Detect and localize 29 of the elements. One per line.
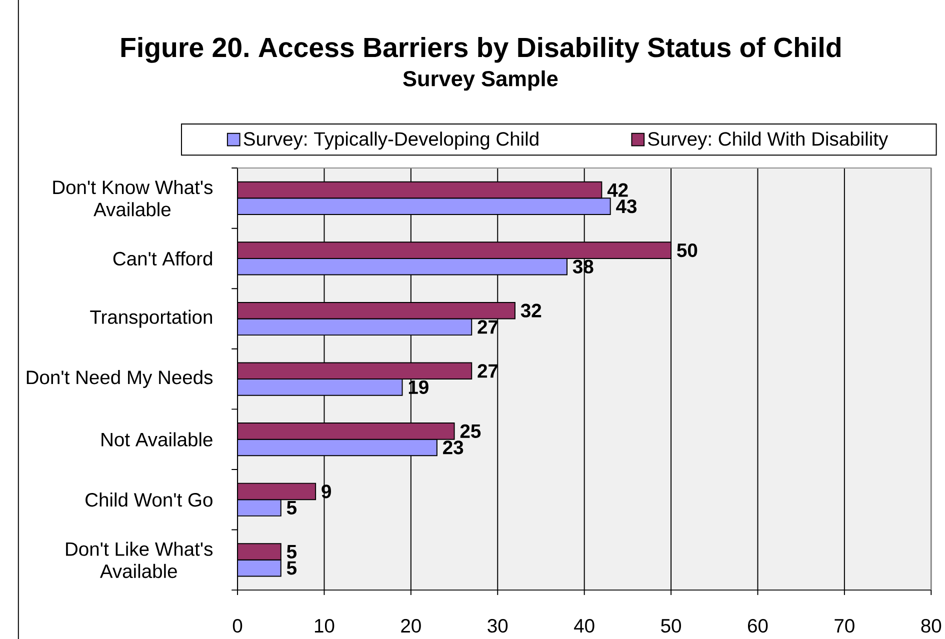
x-tick-label: 30 xyxy=(488,618,508,632)
data-label: 42 xyxy=(607,183,628,197)
data-label: 5 xyxy=(286,544,296,558)
y-tick-label: Don't Like What's Available xyxy=(66,542,213,578)
y-tick-label: Don't Need My Needs xyxy=(26,370,213,388)
data-label: 43 xyxy=(616,199,637,213)
x-tick-label: 60 xyxy=(748,618,768,632)
y-tick-label: Transportation xyxy=(90,310,212,328)
x-tick-label: 80 xyxy=(921,618,942,632)
data-label: 50 xyxy=(677,243,698,257)
data-label: 25 xyxy=(460,424,481,438)
x-tick-label: 50 xyxy=(661,618,681,632)
x-tick-label: 10 xyxy=(314,618,334,632)
chart-title: Figure 20. Access Barriers by Disability Status of Child xyxy=(121,36,841,63)
chart-subtitle: Survey Sample xyxy=(403,70,558,90)
x-tick-label: 0 xyxy=(232,618,242,632)
x-tick-label: 70 xyxy=(834,618,854,632)
x-tick-label: 40 xyxy=(574,618,594,632)
data-label: 23 xyxy=(443,440,464,454)
legend-label: Survey: Typically-Developing Child xyxy=(244,131,538,150)
y-tick-label: Can't Afford xyxy=(113,251,212,266)
data-label: 5 xyxy=(286,561,296,575)
x-tick-label: 20 xyxy=(401,618,421,632)
y-tick-label: Not Available xyxy=(102,432,212,446)
data-label: 32 xyxy=(520,304,542,318)
legend-label: Survey: Child With Disability xyxy=(648,131,888,150)
y-tick-label: Child Won't Go xyxy=(86,492,212,506)
y-tick-label: Don't Know What's Available xyxy=(53,180,213,216)
data-label: 5 xyxy=(286,500,296,514)
